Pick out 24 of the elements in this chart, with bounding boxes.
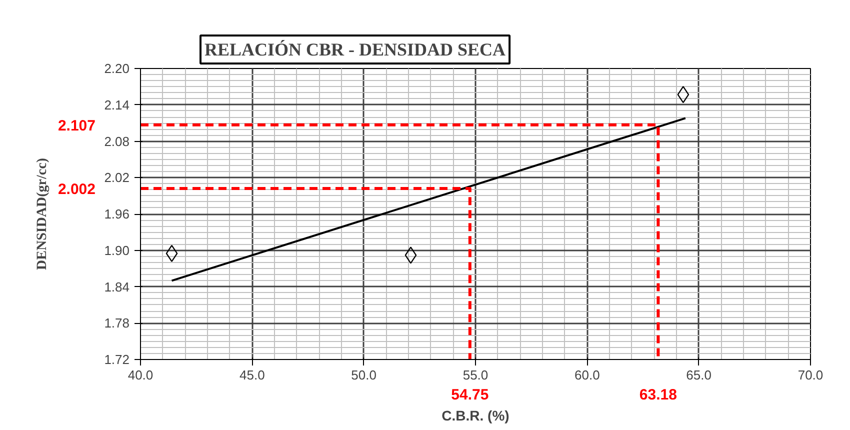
x-tick-label: 50.0	[351, 368, 376, 382]
text: 2.002	[58, 181, 96, 198]
y-tick-label: 1.78	[104, 316, 130, 331]
x-tick-label: 65.0	[686, 368, 712, 382]
y-tick-label: 1.72	[104, 352, 130, 367]
x-tick-label: 70.0	[798, 368, 824, 382]
x-axis-title: C.B.R. (%)	[442, 408, 510, 424]
chart-title: RELACIÓN CBR - DENSIDAD SECA	[204, 40, 506, 60]
y-tick-label: 1.96	[104, 206, 130, 222]
y-tick-label: 1.90	[104, 242, 130, 258]
x-tick-label: 45.0	[240, 368, 265, 382]
x-tick-label: 40.0	[128, 368, 154, 382]
y-tick-label: 1.84	[104, 279, 130, 294]
y-tick-label: 2.02	[104, 170, 130, 186]
y-tick-label: 2.08	[104, 134, 130, 149]
y-tick-label: 2.14	[104, 97, 130, 112]
x-tick-label: 60.0	[574, 368, 600, 382]
text: 63.18	[639, 386, 677, 404]
x-tick-label: 55.0	[462, 368, 488, 382]
text: 54.75	[451, 386, 489, 404]
point	[404, 246, 417, 264]
y-axis-title: DENSIDAD(gr/cc)	[34, 158, 50, 270]
text: 2.107	[58, 117, 96, 134]
y-tick-label: 2.20	[104, 61, 130, 76]
